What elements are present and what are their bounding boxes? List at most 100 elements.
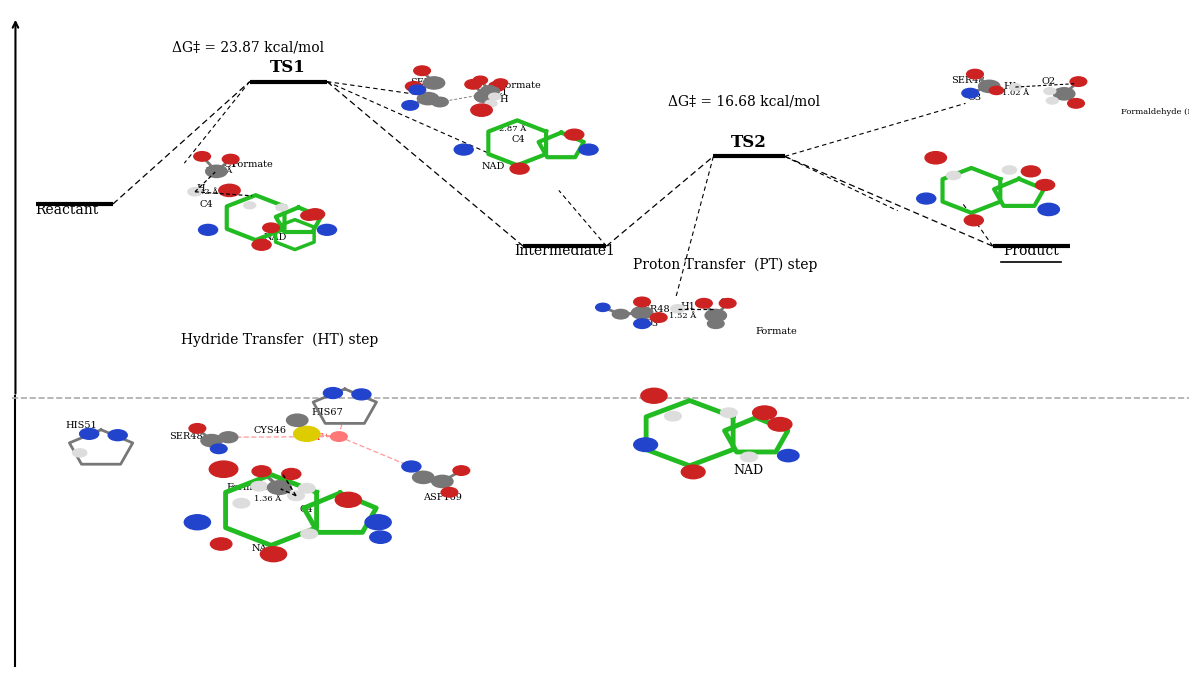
- Text: H: H: [499, 95, 508, 104]
- Circle shape: [681, 465, 705, 479]
- Circle shape: [705, 309, 726, 322]
- Text: ΔG‡ = 23.87 kcal/mol: ΔG‡ = 23.87 kcal/mol: [172, 40, 325, 54]
- Circle shape: [989, 86, 1004, 95]
- Circle shape: [454, 144, 473, 155]
- Text: CYS46: CYS46: [253, 426, 287, 435]
- Text: HIS51: HIS51: [65, 420, 97, 430]
- Circle shape: [73, 449, 87, 457]
- Text: C1: C1: [224, 160, 237, 169]
- Text: NAD: NAD: [264, 233, 288, 243]
- Circle shape: [719, 299, 736, 308]
- Circle shape: [441, 488, 458, 497]
- Circle shape: [260, 547, 287, 562]
- Text: H1: H1: [1004, 82, 1019, 91]
- Circle shape: [1038, 203, 1059, 216]
- Circle shape: [453, 466, 470, 475]
- Text: Zn²⁺: Zn²⁺: [308, 433, 331, 443]
- Circle shape: [335, 492, 361, 507]
- Circle shape: [233, 498, 250, 508]
- Text: O2: O2: [1042, 77, 1056, 86]
- Text: H: H: [294, 491, 302, 500]
- Text: C4: C4: [511, 135, 524, 144]
- Text: HIS67: HIS67: [312, 407, 344, 417]
- Circle shape: [721, 408, 737, 418]
- Circle shape: [946, 171, 961, 180]
- Circle shape: [268, 481, 291, 494]
- Text: Proton Transfer  (PT) step: Proton Transfer (PT) step: [633, 258, 818, 273]
- Circle shape: [409, 85, 426, 95]
- Text: 1.52 Å: 1.52 Å: [669, 311, 697, 320]
- Text: NAD: NAD: [734, 464, 763, 477]
- Circle shape: [201, 435, 222, 447]
- Text: O3: O3: [644, 318, 659, 328]
- Circle shape: [282, 469, 301, 479]
- Circle shape: [365, 515, 391, 530]
- Circle shape: [402, 461, 421, 472]
- Circle shape: [210, 538, 232, 550]
- Circle shape: [696, 299, 712, 308]
- Circle shape: [288, 491, 304, 500]
- Circle shape: [188, 188, 202, 196]
- Circle shape: [244, 202, 256, 209]
- Text: NAD: NAD: [252, 544, 276, 554]
- Circle shape: [493, 79, 508, 87]
- Circle shape: [432, 97, 448, 107]
- Text: C1: C1: [273, 483, 287, 492]
- Circle shape: [194, 152, 210, 161]
- Circle shape: [287, 414, 308, 426]
- Circle shape: [967, 69, 983, 79]
- Circle shape: [432, 475, 453, 488]
- Circle shape: [331, 432, 347, 441]
- Circle shape: [294, 426, 320, 441]
- Circle shape: [707, 319, 724, 328]
- Circle shape: [222, 154, 239, 164]
- Circle shape: [252, 239, 271, 250]
- Circle shape: [634, 438, 658, 452]
- Circle shape: [641, 388, 667, 403]
- Circle shape: [596, 303, 610, 311]
- Circle shape: [80, 428, 99, 439]
- Circle shape: [323, 388, 342, 398]
- Circle shape: [352, 389, 371, 400]
- Circle shape: [631, 307, 653, 319]
- Circle shape: [650, 313, 667, 322]
- Circle shape: [480, 86, 499, 97]
- Circle shape: [1009, 84, 1021, 90]
- Text: Formate: Formate: [232, 160, 273, 169]
- Text: Formate: Formate: [755, 326, 797, 336]
- Text: Formaldehyde (Hydrated form): Formaldehyde (Hydrated form): [1121, 107, 1189, 116]
- Circle shape: [252, 466, 271, 477]
- Circle shape: [964, 215, 983, 226]
- Circle shape: [962, 88, 979, 98]
- Text: 2.87 Å: 2.87 Å: [499, 125, 527, 133]
- Circle shape: [768, 418, 792, 431]
- Circle shape: [925, 152, 946, 164]
- Text: C4: C4: [300, 505, 313, 515]
- Circle shape: [473, 76, 487, 84]
- Text: SER48: SER48: [951, 75, 984, 85]
- Text: Intermediate1: Intermediate1: [515, 244, 615, 258]
- Circle shape: [465, 80, 482, 89]
- Circle shape: [370, 531, 391, 543]
- Circle shape: [1002, 166, 1017, 174]
- Text: Formate: Formate: [226, 483, 268, 492]
- Circle shape: [489, 93, 501, 100]
- Text: Hydride Transfer  (HT) step: Hydride Transfer (HT) step: [181, 333, 378, 347]
- Circle shape: [301, 529, 317, 539]
- Circle shape: [209, 461, 238, 477]
- Circle shape: [1036, 180, 1055, 190]
- Circle shape: [485, 100, 497, 107]
- Text: SER48: SER48: [169, 432, 202, 441]
- Circle shape: [1068, 99, 1084, 108]
- Circle shape: [298, 483, 315, 493]
- Circle shape: [565, 129, 584, 140]
- Circle shape: [413, 471, 434, 483]
- Circle shape: [210, 444, 227, 454]
- Text: Product: Product: [1004, 244, 1058, 258]
- Circle shape: [108, 430, 127, 441]
- Text: 1.36 Å: 1.36 Å: [205, 167, 232, 175]
- Text: ΔG‡ = 16.68 kcal/mol: ΔG‡ = 16.68 kcal/mol: [668, 95, 820, 109]
- Text: ASP169: ASP169: [423, 493, 463, 503]
- Circle shape: [671, 305, 685, 313]
- Circle shape: [276, 204, 288, 211]
